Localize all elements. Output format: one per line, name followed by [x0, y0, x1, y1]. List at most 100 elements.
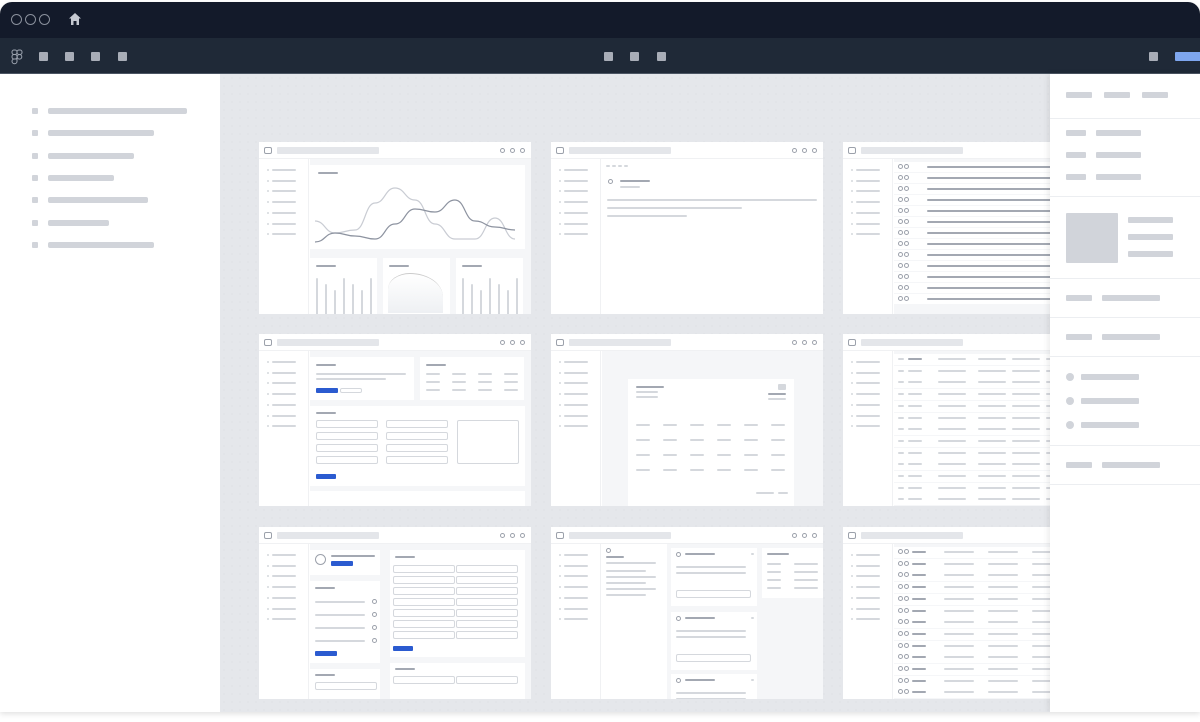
eye-icon[interactable] — [372, 638, 377, 643]
table-row[interactable] — [894, 459, 1050, 471]
checkbox[interactable] — [898, 451, 904, 454]
nav-item[interactable] — [272, 371, 296, 374]
checkbox[interactable] — [898, 439, 904, 442]
nav-item[interactable] — [564, 190, 588, 193]
nav-item[interactable] — [272, 618, 296, 621]
nav-item[interactable] — [856, 371, 880, 374]
nav-item[interactable] — [856, 361, 880, 363]
table-row[interactable] — [894, 471, 1050, 482]
nav-item[interactable] — [856, 554, 880, 556]
text-input[interactable] — [393, 598, 455, 606]
nav-item[interactable] — [272, 564, 296, 567]
nav-item[interactable] — [564, 403, 588, 406]
nav-item[interactable] — [272, 179, 296, 182]
table-row[interactable] — [894, 412, 1050, 424]
nav-item[interactable] — [564, 575, 588, 578]
checkbox-icon[interactable] — [898, 654, 903, 660]
grid-icon[interactable] — [802, 533, 807, 538]
minimize-icon[interactable] — [25, 14, 36, 25]
text-input[interactable] — [456, 576, 518, 584]
table-row[interactable] — [894, 354, 1050, 365]
frame[interactable] — [843, 527, 1050, 699]
tab-placeholder[interactable] — [1142, 92, 1168, 98]
nav-item[interactable] — [564, 618, 588, 621]
nav-item[interactable] — [272, 425, 296, 428]
frame[interactable] — [843, 142, 1050, 314]
nav-item[interactable] — [856, 169, 880, 171]
text-input[interactable] — [456, 620, 518, 628]
text-input[interactable] — [393, 609, 455, 617]
frame[interactable] — [259, 334, 531, 506]
text-input[interactable] — [316, 456, 378, 464]
text-input[interactable] — [456, 598, 518, 606]
tab-dot[interactable] — [606, 165, 610, 167]
nav-item[interactable] — [856, 575, 880, 578]
bell-icon[interactable] — [792, 148, 797, 153]
text-input[interactable] — [386, 432, 448, 440]
maximize-icon[interactable] — [39, 14, 50, 25]
text-input[interactable] — [456, 631, 518, 639]
property-value[interactable] — [1096, 130, 1141, 136]
text-input[interactable] — [456, 676, 518, 684]
text-input[interactable] — [393, 676, 455, 684]
checkbox[interactable] — [898, 486, 904, 489]
nav-item[interactable] — [564, 586, 588, 589]
home-icon[interactable] — [68, 12, 82, 26]
eye-icon[interactable] — [372, 612, 377, 617]
nav-item[interactable] — [272, 403, 296, 406]
edit-button[interactable] — [331, 561, 353, 566]
text-input[interactable] — [316, 432, 378, 440]
nav-item[interactable] — [564, 361, 588, 363]
table-row[interactable] — [894, 400, 1050, 412]
checkbox-icon[interactable] — [898, 689, 903, 695]
text-input[interactable] — [393, 565, 455, 573]
frame[interactable] — [551, 142, 823, 314]
tab-dot[interactable] — [624, 165, 628, 167]
frame[interactable] — [551, 334, 823, 506]
layer-item[interactable] — [32, 241, 232, 248]
checkbox-icon[interactable] — [898, 584, 903, 590]
nav-item[interactable] — [856, 586, 880, 589]
nav-item[interactable] — [564, 425, 588, 428]
checkbox[interactable] — [898, 369, 904, 372]
radio-icon[interactable] — [1066, 397, 1074, 405]
checkbox[interactable] — [898, 393, 904, 396]
text-input[interactable] — [393, 587, 455, 595]
figma-logo-icon[interactable] — [11, 49, 23, 65]
nav-item[interactable] — [272, 575, 296, 578]
checkbox-icon[interactable] — [898, 572, 903, 578]
nav-item[interactable] — [272, 222, 296, 225]
user-icon[interactable] — [812, 148, 817, 153]
table-row[interactable] — [894, 389, 1050, 401]
checkbox-icon[interactable] — [898, 595, 903, 601]
layer-item[interactable] — [32, 108, 232, 114]
text-input[interactable] — [315, 682, 377, 690]
nav-item[interactable] — [856, 564, 880, 567]
component-tool-icon[interactable] — [630, 52, 639, 61]
checkbox-icon[interactable] — [898, 619, 903, 625]
text-input[interactable] — [456, 609, 518, 617]
text-input[interactable] — [393, 620, 455, 628]
nav-item[interactable] — [856, 179, 880, 182]
checkbox[interactable] — [898, 358, 904, 360]
nav-item[interactable] — [856, 222, 880, 225]
nav-item[interactable] — [272, 607, 296, 610]
checkbox-icon[interactable] — [898, 607, 903, 613]
user-icon[interactable] — [520, 340, 525, 345]
nav-item[interactable] — [856, 201, 880, 204]
text-input[interactable] — [316, 420, 378, 428]
nav-item[interactable] — [272, 414, 296, 417]
nav-item[interactable] — [856, 211, 880, 214]
nav-item[interactable] — [272, 596, 296, 599]
frame[interactable] — [259, 527, 531, 699]
fill-preview[interactable] — [1066, 213, 1118, 263]
grid-icon[interactable] — [802, 340, 807, 345]
nav-item[interactable] — [272, 393, 296, 396]
table-row[interactable] — [894, 494, 1050, 506]
bell-icon[interactable] — [792, 340, 797, 345]
property-value[interactable] — [1102, 334, 1160, 340]
nav-item[interactable] — [856, 596, 880, 599]
table-row[interactable] — [894, 377, 1050, 389]
nav-item[interactable] — [856, 393, 880, 396]
secondary-button[interactable] — [340, 388, 362, 393]
